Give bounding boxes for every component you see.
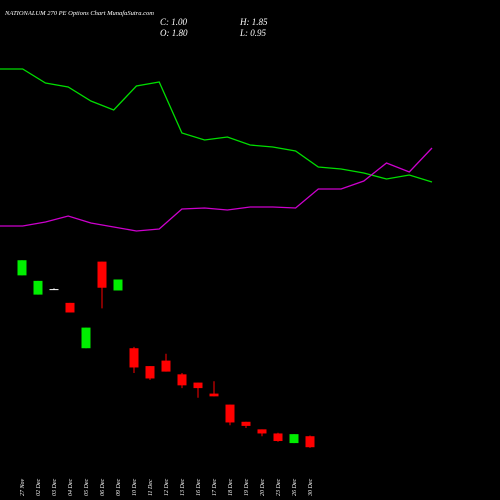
x-tick-label: 03 Dec — [52, 479, 58, 496]
x-tick-label: 13 Dec — [180, 479, 186, 496]
candle-body — [65, 302, 75, 313]
x-tick-label: 26 Dec — [292, 479, 298, 496]
candle-body — [145, 366, 155, 379]
ohlc-label: L: 0.95 — [239, 28, 267, 38]
x-tick-label: 04 Dec — [67, 479, 74, 496]
chart-title: NATIONALUM 270 PE Options Chart MunafaSu… — [4, 10, 154, 17]
x-tick-label: 12 Dec — [164, 479, 170, 496]
candle-body — [241, 421, 251, 426]
candle-body — [33, 280, 43, 295]
ohlc-label: H: 1.85 — [239, 17, 268, 27]
x-tick-label: 02 Dec — [36, 479, 42, 496]
indicator-line — [0, 68, 433, 183]
x-tick-label: 06 Dec — [100, 479, 106, 496]
ohlc-label: O: 1.80 — [160, 28, 188, 38]
candle-body — [97, 261, 107, 288]
ohlc-label: C: 1.00 — [160, 17, 188, 27]
x-tick-label: 05 Dec — [84, 479, 90, 496]
candle-body — [209, 393, 219, 397]
x-tick-label: 09 Dec — [116, 479, 122, 496]
candle-body — [161, 360, 171, 372]
x-tick-label: 27 Nov — [20, 478, 26, 496]
x-tick-label: 30 Dec — [308, 479, 314, 497]
candle-body — [177, 374, 187, 386]
x-tick-label: 19 Dec — [244, 479, 250, 496]
candle-body — [305, 436, 315, 448]
x-tick-label: 18 Dec — [228, 479, 234, 496]
candle-body — [289, 434, 299, 444]
candle-body — [273, 433, 283, 442]
x-tick-label: 23 Dec — [276, 479, 282, 496]
x-tick-label: 20 Dec — [260, 479, 266, 496]
candle-body — [129, 348, 139, 368]
candle-body — [225, 404, 235, 423]
candle-body — [49, 289, 59, 291]
x-tick-label: 11 Dec — [148, 479, 154, 496]
candle-body — [193, 382, 203, 389]
indicator-line — [0, 147, 433, 232]
candle-body — [113, 279, 123, 291]
x-tick-label: 10 Dec — [132, 479, 138, 496]
x-tick-label: 17 Dec — [212, 479, 218, 496]
x-tick-label: 16 Dec — [196, 479, 202, 496]
candle-body — [257, 429, 267, 434]
candle-body — [17, 260, 27, 276]
candle-body — [81, 327, 91, 349]
